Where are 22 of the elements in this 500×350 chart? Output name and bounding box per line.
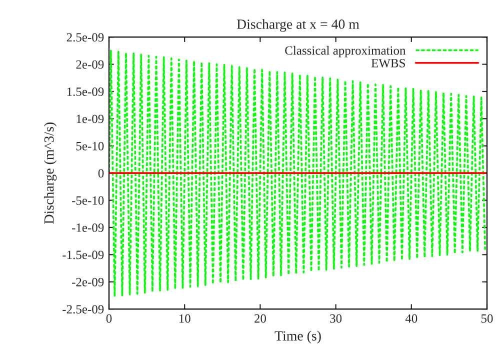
y-tick-label: 2.5e-09 [66,33,104,42]
x-tick-label: 10 [179,314,190,323]
y-tick-label: 1.5e-09 [67,88,104,96]
y-tick-label: -1.5e-09 [62,250,104,260]
y-axis-title: Discharge (m^3/s) [44,122,57,224]
legend-label: EWBS [371,58,405,68]
y-tick-label: 0 [98,169,104,178]
y-tick-label: 1e-09 [76,114,104,124]
chart-title: Discharge at x = 40 m [236,19,360,32]
y-tick-label: 2e-09 [76,60,104,69]
y-tick-label: -5e-10 [72,196,104,205]
x-tick-label: 0 [106,314,112,323]
y-tick-label: -2e-09 [72,278,104,286]
x-tick-label: 20 [254,314,266,323]
y-tick-label: -2.5e-09 [62,305,104,314]
y-tick-label: 5e-10 [76,142,104,150]
legend-label: Classical approximation [285,46,406,58]
y-tick-label: -1e-09 [72,223,104,232]
x-axis-title: Time (s) [274,330,321,344]
x-tick-label: 30 [330,314,342,323]
x-tick-label: 40 [405,314,418,323]
x-tick-label: 50 [481,314,493,323]
